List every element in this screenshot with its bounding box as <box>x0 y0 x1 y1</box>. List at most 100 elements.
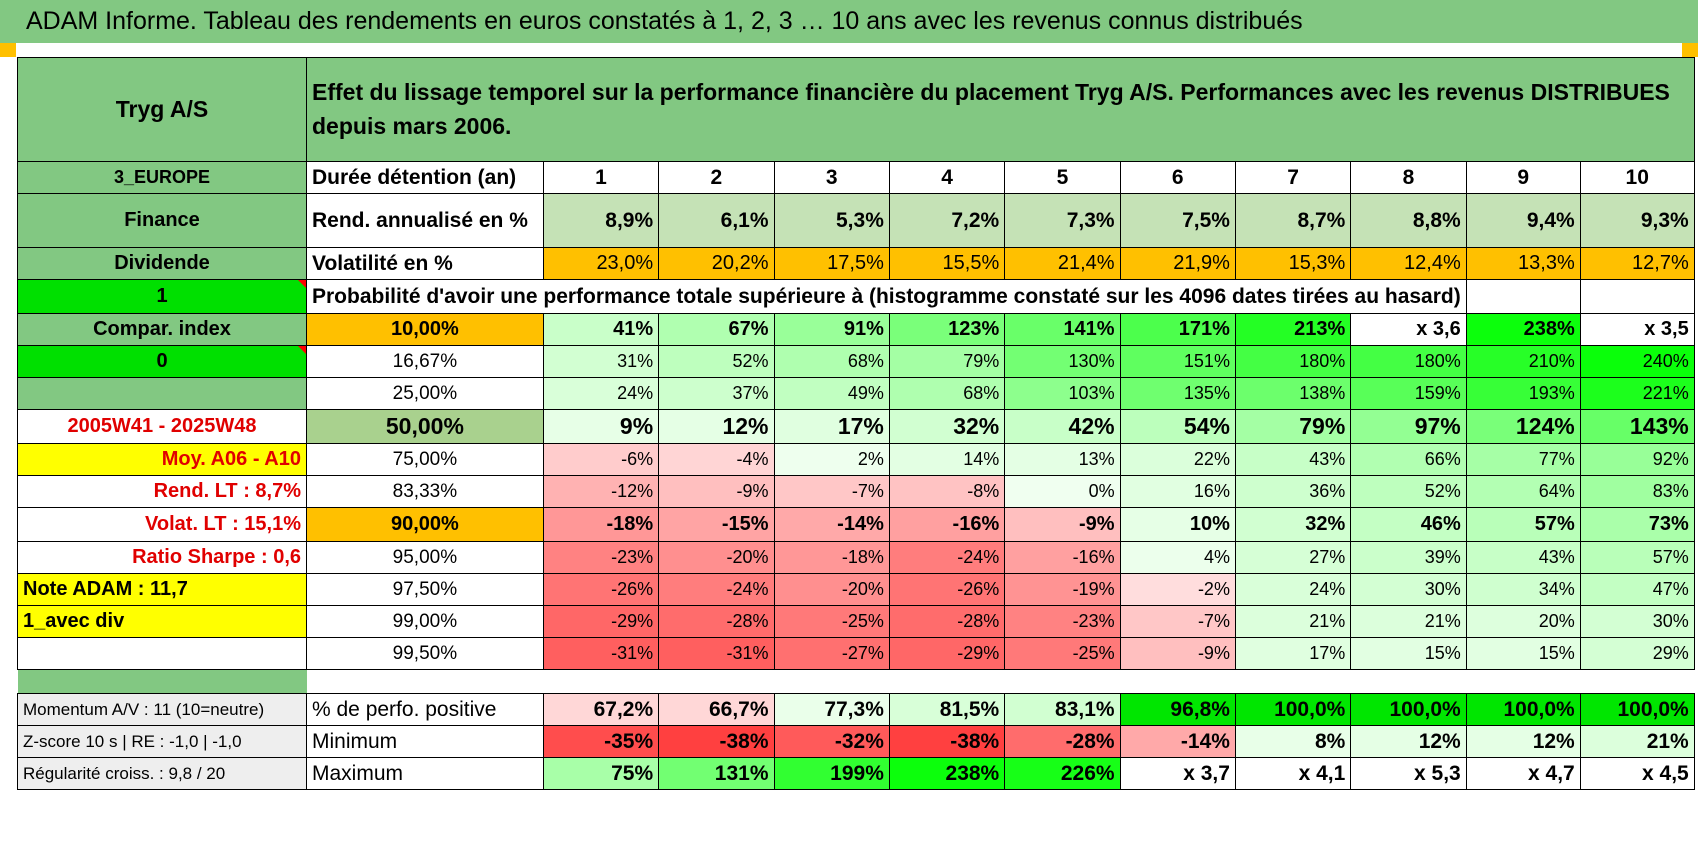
quantile-value: 17% <box>1234 637 1352 670</box>
quantile-value: 0% <box>1004 475 1121 508</box>
side-info: Compar. index <box>17 313 307 346</box>
quantile-value: 52% <box>1350 475 1467 508</box>
quantile-value: 213% <box>1234 313 1352 346</box>
spacer-cell <box>889 669 1005 694</box>
quantile-label: 97,50% <box>306 573 544 606</box>
quantile-value: -23% <box>1004 605 1121 638</box>
bottom-value: 12% <box>1350 725 1467 758</box>
table-row: 25,00% 24% 37% 49% 68% 103% 135% 138% 159% 193% 22… <box>17 377 1695 410</box>
table-row: Note ADAM : 11,7 97,50% -26% -24% -20% -26% -1… <box>17 573 1695 606</box>
bottom-value: 238% <box>888 757 1006 790</box>
bottom-side-info: Z-score 10 s | RE : -1,0 | -1,0 <box>17 725 307 758</box>
annual-return-value: 8,7% <box>1234 193 1352 248</box>
bottom-label: Minimum <box>306 725 544 758</box>
quantile-value: x 3,6 <box>1350 313 1467 346</box>
quantile-value: 41% <box>542 313 660 346</box>
quantile-value: -9% <box>658 475 775 508</box>
duration-label: Durée détention (an) <box>306 161 544 194</box>
stock-name: Tryg A/S <box>17 57 307 162</box>
quantile-value: -16% <box>888 507 1006 542</box>
quantile-value: 47% <box>1579 573 1695 606</box>
quantile-value: -8% <box>888 475 1006 508</box>
quantile-value: 103% <box>1004 377 1121 410</box>
quantile-value: 77% <box>1465 443 1581 476</box>
quantile-label: 50,00% <box>306 409 544 444</box>
empty-cell <box>1579 279 1695 314</box>
quantile-value: 27% <box>1234 541 1352 574</box>
spacer-cell <box>1580 669 1695 694</box>
bottom-value: 131% <box>658 757 775 790</box>
table-row: Z-score 10 s | RE : -1,0 | -1,0 Minimum -3… <box>17 725 1695 758</box>
quantile-value: 39% <box>1350 541 1467 574</box>
quantile-value: 57% <box>1579 541 1695 574</box>
quantile-value: 43% <box>1465 541 1581 574</box>
quantile-value: x 3,5 <box>1579 313 1695 346</box>
bottom-value: x 5,3 <box>1350 757 1467 790</box>
volatility-value: 20,2% <box>658 247 775 280</box>
quantile-value: 21% <box>1350 605 1467 638</box>
side-info: Volat. LT : 15,1% <box>17 507 307 542</box>
quantile-value: 130% <box>1004 345 1121 378</box>
quantile-label: 83,33% <box>306 475 544 508</box>
quantile-value: 221% <box>1579 377 1695 410</box>
spacer-cell <box>1120 669 1236 694</box>
quantile-value: 66% <box>1350 443 1467 476</box>
bottom-value: 100,0% <box>1465 693 1581 726</box>
quantile-value: 17% <box>773 409 890 444</box>
bottom-value: 100,0% <box>1234 693 1352 726</box>
quantile-value: -26% <box>542 573 660 606</box>
quantile-value: -24% <box>888 541 1006 574</box>
volatility-value: 21,9% <box>1119 247 1236 280</box>
quantile-value: 13% <box>1004 443 1121 476</box>
table-row: 2005W41 - 2025W48 50,00% 9% 12% 17% 32% 42% 54%… <box>17 409 1695 444</box>
annual-return-value: 7,5% <box>1119 193 1236 248</box>
quantile-value: -2% <box>1119 573 1236 606</box>
quantile-value: -15% <box>658 507 775 542</box>
region-label: 3_EUROPE <box>17 161 307 194</box>
annual-return-value: 8,8% <box>1350 193 1467 248</box>
volatility-value: 21,4% <box>1004 247 1121 280</box>
quantile-label: 95,00% <box>306 541 544 574</box>
spacer-cell <box>17 669 307 694</box>
bottom-value: 226% <box>1004 757 1121 790</box>
annual-return-value: 9,4% <box>1465 193 1581 248</box>
quantile-value: 37% <box>658 377 775 410</box>
quantile-value: 171% <box>1119 313 1236 346</box>
empty-cell <box>1465 279 1581 314</box>
bottom-value: x 4,5 <box>1579 757 1695 790</box>
quantile-value: 46% <box>1350 507 1467 542</box>
quantile-value: -24% <box>658 573 775 606</box>
volatility-value: 15,5% <box>888 247 1006 280</box>
bottom-value: x 4,7 <box>1465 757 1581 790</box>
quantile-value: -19% <box>1004 573 1121 606</box>
annual-return-label: Rend. annualisé en % <box>306 193 544 248</box>
bottom-label: Maximum <box>306 757 544 790</box>
quantile-value: -16% <box>1004 541 1121 574</box>
quantile-label: 99,50% <box>306 637 544 670</box>
annual-return-value: 5,3% <box>773 193 890 248</box>
quantile-value: 54% <box>1119 409 1236 444</box>
sector-label: Finance <box>17 193 307 248</box>
table-row: Momentum A/V : 11 (10=neutre)% de perfo.… <box>17 693 1695 726</box>
year-header: 10 <box>1579 161 1695 194</box>
quantile-value: 52% <box>658 345 775 378</box>
corner-marker-right <box>1682 43 1698 57</box>
quantile-value: -31% <box>658 637 775 670</box>
bottom-value: -38% <box>888 725 1006 758</box>
type-label: Dividende <box>17 247 307 280</box>
quantile-value: 31% <box>542 345 660 378</box>
annual-return-value: 7,3% <box>1004 193 1121 248</box>
table-row: Volat. LT : 15,1% 90,00% -18% -15% -14% -16% -… <box>17 507 1695 542</box>
quantile-value: 68% <box>773 345 890 378</box>
quantile-value: -20% <box>773 573 890 606</box>
quantile-value: 12% <box>658 409 775 444</box>
quantile-value: 67% <box>658 313 775 346</box>
spacer-cell <box>1350 669 1467 694</box>
quantile-value: 91% <box>773 313 890 346</box>
bottom-value: 8% <box>1234 725 1352 758</box>
bottom-value: -14% <box>1119 725 1236 758</box>
bottom-value: 75% <box>542 757 660 790</box>
quantile-value: 92% <box>1579 443 1695 476</box>
quantile-value: 97% <box>1350 409 1467 444</box>
quantile-value: 180% <box>1350 345 1467 378</box>
